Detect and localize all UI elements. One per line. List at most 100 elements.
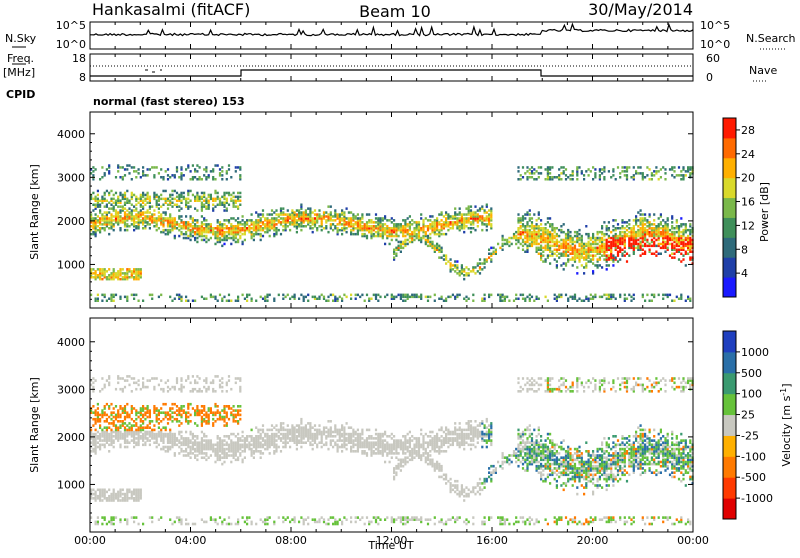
- velocity-cell: [95, 433, 97, 436]
- power-cell: [289, 221, 291, 224]
- power-cell: [689, 298, 691, 301]
- velocity-cell: [113, 489, 115, 492]
- power-cell: [176, 200, 178, 203]
- power-cell: [601, 231, 603, 234]
- power-cell: [108, 211, 110, 214]
- power-cell: [685, 237, 687, 240]
- power-cell: [393, 223, 395, 226]
- power-cell: [138, 300, 140, 303]
- velocity-cell: [235, 382, 237, 385]
- power-cell: [108, 217, 110, 220]
- power-cell: [226, 225, 228, 228]
- velocity-cell: [104, 444, 106, 447]
- power-cell: [452, 268, 454, 271]
- power-cell: [167, 229, 169, 232]
- velocity-cell: [210, 454, 212, 457]
- velocity-cell: [242, 450, 244, 453]
- power-cell: [122, 276, 124, 279]
- power-cell: [649, 300, 651, 303]
- velocity-cell: [158, 518, 160, 521]
- power-cell: [174, 174, 176, 177]
- power-cell: [642, 249, 644, 252]
- velocity-cell: [187, 437, 189, 440]
- velocity-cell: [156, 433, 158, 436]
- power-cell: [246, 300, 248, 303]
- power-cell: [178, 215, 180, 218]
- power-cell: [176, 294, 178, 297]
- power-cell: [673, 256, 675, 259]
- power-cell: [113, 219, 115, 222]
- power-cell: [407, 239, 409, 242]
- power-cell: [660, 253, 662, 256]
- power-cell: [569, 245, 571, 248]
- power-cell: [296, 231, 298, 234]
- power-cell: [599, 231, 601, 234]
- velocity-cell: [110, 429, 112, 432]
- power-cell: [199, 176, 201, 179]
- velocity-cell: [214, 420, 216, 423]
- power-cell: [459, 207, 461, 210]
- velocity-cell: [156, 407, 158, 410]
- power-cell: [221, 223, 223, 226]
- velocity-cell: [104, 405, 106, 408]
- power-cell: [603, 221, 605, 224]
- power-cell: [567, 258, 569, 261]
- power-cell: [124, 174, 126, 177]
- velocity-cell: [196, 459, 198, 462]
- velocity-cell: [124, 426, 126, 429]
- power-cell: [434, 245, 436, 248]
- power-cell: [384, 227, 386, 230]
- power-cell: [393, 235, 395, 238]
- power-cell: [190, 205, 192, 208]
- velocity-cell: [171, 433, 173, 436]
- power-cell: [486, 204, 488, 207]
- power-cell: [260, 225, 262, 228]
- power-cell: [246, 219, 248, 222]
- power-cell: [452, 294, 454, 297]
- power-cell: [425, 217, 427, 220]
- power-cell: [205, 166, 207, 169]
- power-cell: [357, 217, 359, 220]
- power-cell: [606, 268, 608, 271]
- power-cell: [588, 174, 590, 177]
- power-cell: [427, 296, 429, 299]
- power-cell: [689, 229, 691, 232]
- power-cell: [271, 213, 273, 216]
- power-cell: [649, 221, 651, 224]
- power-cell: [190, 223, 192, 226]
- velocity-cell: [271, 429, 273, 432]
- power-cell: [484, 217, 486, 220]
- velocity-cell: [126, 411, 128, 414]
- power-cell: [196, 241, 198, 244]
- power-cell: [529, 168, 531, 171]
- velocity-cell: [205, 459, 207, 462]
- power-cell: [583, 174, 585, 177]
- power-cell: [291, 296, 293, 299]
- power-cell: [355, 227, 357, 230]
- power-cell: [558, 256, 560, 259]
- power-cell: [128, 225, 130, 228]
- power-cell: [646, 174, 648, 177]
- velocity-cell: [97, 521, 99, 524]
- velocity-cell: [165, 411, 167, 414]
- velocity-cell: [131, 390, 133, 393]
- power-cell: [153, 209, 155, 212]
- power-cell: [131, 209, 133, 212]
- power-cell: [167, 174, 169, 177]
- power-cell: [481, 262, 483, 265]
- velocity-cell: [158, 444, 160, 447]
- power-cell: [212, 204, 214, 207]
- power-cell: [196, 164, 198, 167]
- power-cell: [341, 223, 343, 226]
- power-cell: [578, 243, 580, 246]
- velocity-cell: [135, 388, 137, 391]
- power-cell: [332, 294, 334, 297]
- power-cell: [162, 217, 164, 220]
- power-cell: [162, 229, 164, 232]
- power-cell: [653, 174, 655, 177]
- velocity-cell: [226, 452, 228, 455]
- power-cell: [314, 209, 316, 212]
- power-cell: [488, 209, 490, 212]
- power-cell: [445, 211, 447, 214]
- power-cell: [538, 217, 540, 220]
